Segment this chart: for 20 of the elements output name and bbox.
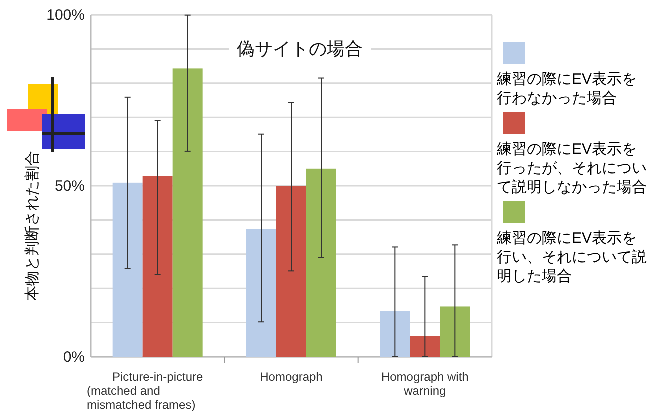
- bar: [172, 68, 203, 357]
- bar: [306, 168, 336, 357]
- text: 偽サイトの場合: [237, 39, 363, 59]
- y-tick-label: 0%: [63, 349, 85, 366]
- bar: [112, 182, 143, 357]
- x-tick-label: Picture-in-picture (matched and mismatched frames): [87, 370, 204, 412]
- y-axis-title: 本物と判断された割合: [24, 151, 41, 301]
- bar: [410, 336, 440, 357]
- y-tick-label: 50%: [54, 178, 85, 195]
- bar: [142, 176, 173, 357]
- x-tick-label: Homograph: [260, 370, 323, 384]
- legend-label: 練習の際にEV表示を行い、それについて説明した場合: [497, 229, 647, 286]
- bar: [276, 186, 306, 357]
- y-tick-label: 100%: [46, 7, 85, 24]
- legend-label: 練習の際にEV表示を行わなかった場合: [497, 70, 638, 108]
- bar: [246, 229, 276, 357]
- x-tick-label: Homograph with warning: [381, 370, 469, 398]
- legend-label: 練習の際にEV表示を行ったが、それについて説明しなかった場合: [497, 140, 647, 197]
- bar: [440, 306, 470, 357]
- bar: [380, 311, 410, 357]
